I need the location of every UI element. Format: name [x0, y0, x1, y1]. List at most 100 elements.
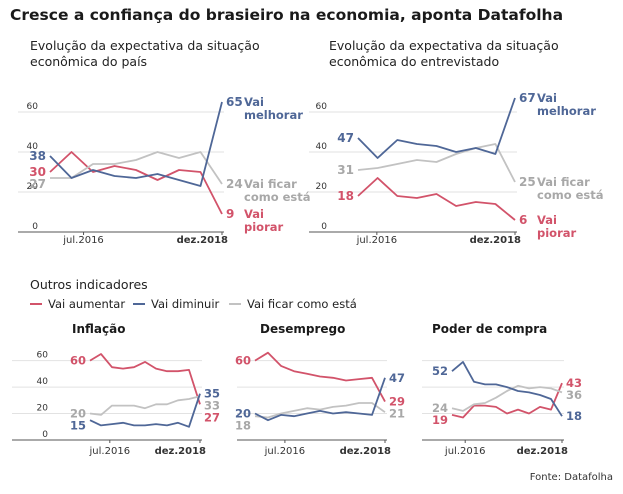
chart-entrevistado-title: Evolução da expectativa da situação econ… — [329, 38, 559, 69]
end-label-igual: 25 — [519, 175, 536, 189]
start-label-igual: 24 — [432, 401, 448, 415]
end-label-piorar: 9 — [226, 207, 234, 221]
y-tick-label: 40 — [27, 142, 39, 152]
series-line-piorar — [357, 177, 516, 221]
start-label-igual: 31 — [337, 163, 354, 177]
end-label-igual: 24 — [226, 177, 243, 191]
start-label-aumentar: 60 — [70, 354, 86, 368]
series-line-igual — [89, 395, 201, 416]
end-label-melhorar: 67 — [519, 91, 536, 105]
start-label-piorar: 30 — [29, 165, 46, 179]
x-tick-label: jul.2016 — [62, 235, 104, 246]
y-tick-label: 60 — [316, 102, 328, 112]
x-tick-label: dez.2018 — [517, 446, 568, 457]
series-line-diminuir — [451, 361, 563, 417]
series-line-igual — [50, 151, 223, 185]
series-name-piorar: Vai — [537, 213, 557, 227]
start-label-aumentar: 60 — [235, 354, 251, 368]
chart-pais-title: Evolução da expectativa da situação econ… — [30, 38, 260, 69]
legend-swatch-diminuir — [133, 303, 145, 305]
y-tick-label: 0 — [42, 430, 48, 440]
end-label-igual: 36 — [566, 388, 582, 402]
end-label-aumentar: 43 — [566, 376, 582, 390]
start-label-diminuir: 15 — [70, 419, 86, 433]
y-tick-label: 60 — [37, 351, 49, 361]
series-line-piorar — [49, 151, 223, 215]
end-label-diminuir: 35 — [204, 387, 220, 401]
series-line-aumentar — [89, 353, 201, 405]
series-line-aumentar — [451, 382, 563, 419]
y-tick-label: 0 — [32, 222, 38, 232]
series-line-igual — [451, 384, 563, 412]
x-tick-label: dez.2018 — [155, 446, 206, 457]
series-name-piorar: piorar — [537, 226, 577, 240]
chart-title: Inflação — [72, 322, 125, 336]
x-tick-label: jul.2016 — [444, 446, 486, 457]
legend-item-igual: Vai ficar como está — [229, 297, 357, 311]
end-label-igual: 33 — [204, 399, 220, 413]
x-tick-label: dez.2018 — [340, 446, 391, 457]
series-name-melhorar: Vai — [537, 91, 557, 105]
end-label-aumentar: 27 — [204, 411, 220, 425]
series-line-igual — [254, 402, 386, 419]
end-label-piorar: 6 — [519, 213, 527, 227]
end-label-aumentar: 29 — [389, 395, 405, 409]
y-tick-label: 40 — [316, 142, 328, 152]
y-tick-label: 40 — [37, 377, 49, 387]
series-name-igual: Vai ficar — [244, 177, 297, 191]
x-tick-label: dez.2018 — [470, 235, 521, 246]
start-label-igual: 20 — [70, 407, 86, 421]
legend-swatch-aumentar — [30, 303, 42, 305]
series-name-melhorar: melhorar — [244, 108, 303, 122]
series-line-diminuir — [89, 393, 201, 428]
start-label-melhorar: 47 — [337, 131, 354, 145]
start-label-aumentar: 19 — [432, 413, 448, 427]
series-line-melhorar — [357, 97, 516, 159]
y-tick-label: 60 — [27, 102, 39, 112]
series-name-piorar: Vai — [244, 207, 264, 221]
end-label-diminuir: 18 — [566, 409, 582, 423]
start-label-melhorar: 38 — [29, 149, 46, 163]
end-label-diminuir: 47 — [389, 371, 405, 385]
series-name-igual: como está — [244, 190, 310, 204]
series-line-melhorar — [49, 101, 223, 187]
legend-item-aumentar: Vai aumentar — [30, 297, 125, 311]
series-name-piorar: piorar — [244, 220, 284, 234]
end-label-igual: 21 — [389, 407, 405, 421]
series-name-melhorar: melhorar — [537, 104, 596, 118]
y-tick-label: 20 — [37, 404, 49, 414]
chart-title: Poder de compra — [432, 322, 547, 336]
x-tick-label: jul.2016 — [89, 446, 131, 457]
legend-item-diminuir: Vai diminuir — [133, 297, 219, 311]
other-indicators-title: Outros indicadores — [30, 277, 148, 292]
legend-swatch-igual — [229, 303, 241, 305]
start-label-igual: 18 — [235, 419, 251, 433]
series-line-aumentar — [254, 351, 386, 403]
y-tick-label: 20 — [316, 182, 328, 192]
series-name-igual: como está — [537, 188, 604, 202]
y-tick-label: 20 — [27, 182, 39, 192]
chart-title: Desemprego — [260, 322, 345, 336]
legend-label-igual: Vai ficar como está — [247, 297, 357, 311]
y-tick-label: 0 — [321, 222, 327, 232]
x-tick-label: jul.2016 — [264, 446, 306, 457]
legend-label-aumentar: Vai aumentar — [48, 297, 126, 311]
series-name-melhorar: Vai — [244, 95, 264, 109]
series-line-diminuir — [254, 377, 386, 422]
end-label-melhorar: 65 — [226, 95, 243, 109]
x-tick-label: dez.2018 — [177, 235, 228, 246]
source-note: Fonte: Datafolha — [529, 472, 613, 483]
start-label-diminuir: 52 — [432, 364, 448, 378]
x-tick-label: jul.2016 — [356, 235, 398, 246]
series-name-igual: Vai ficar — [537, 175, 590, 189]
start-label-igual: 27 — [29, 177, 46, 191]
start-label-piorar: 18 — [337, 189, 354, 203]
start-label-diminuir: 20 — [235, 407, 251, 421]
legend-label-diminuir: Vai diminuir — [151, 297, 220, 311]
page-title: Cresce a confiança do brasieiro na econo… — [10, 6, 564, 24]
